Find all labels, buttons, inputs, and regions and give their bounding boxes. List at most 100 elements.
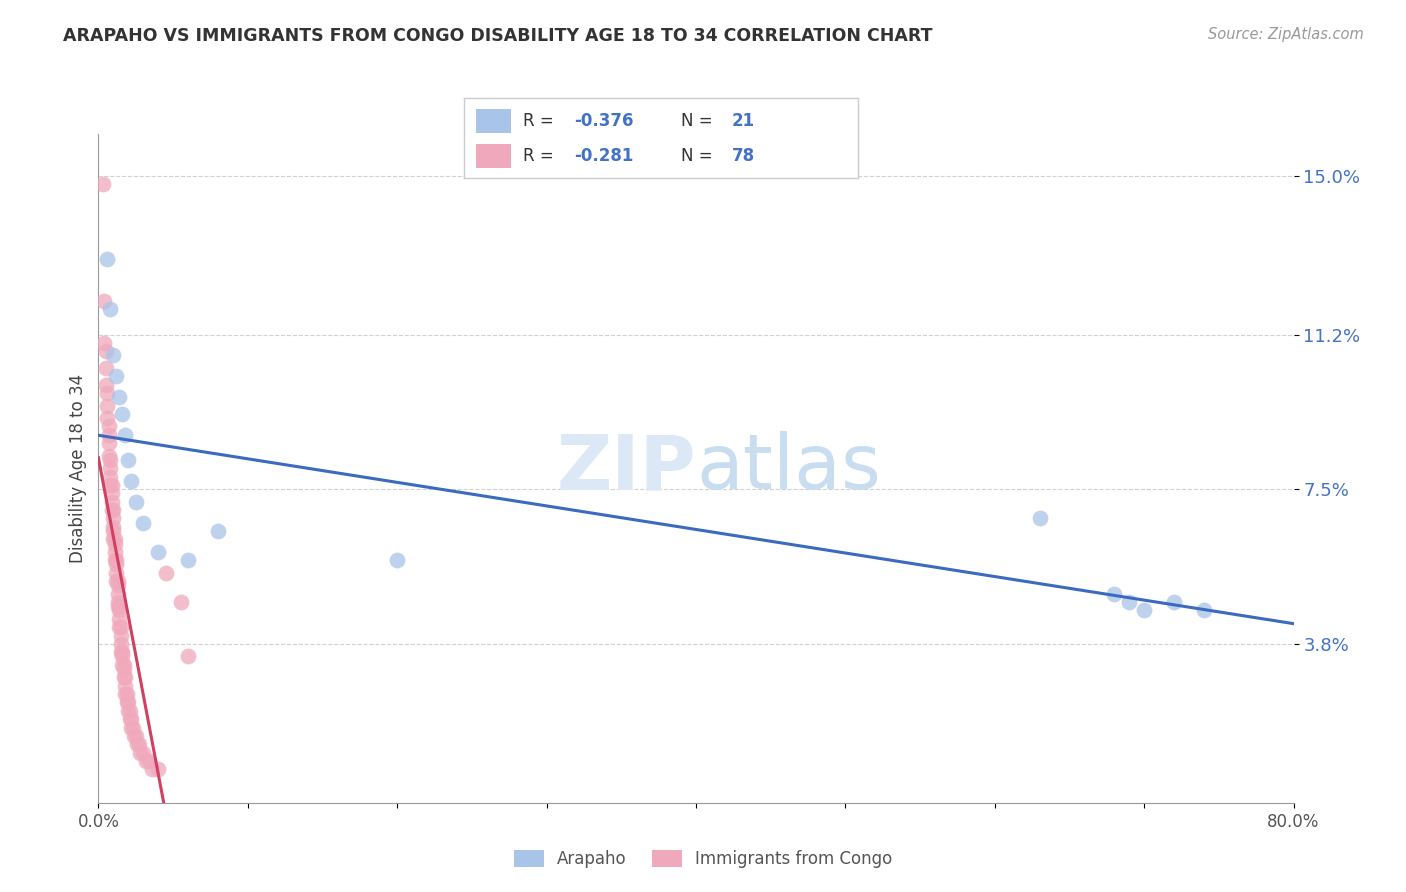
Point [105, 574, 128, 589]
Point [125, 729, 148, 743]
Point [177, 553, 200, 567]
Point [108, 612, 131, 626]
Point [115, 696, 138, 710]
Point [105, 369, 128, 384]
Point [97, 419, 120, 434]
Point [110, 620, 132, 634]
Point [127, 737, 149, 751]
Point [207, 524, 229, 538]
Point [103, 348, 125, 362]
Point [108, 390, 131, 404]
Point [108, 603, 131, 617]
Y-axis label: Disability Age 18 to 34: Disability Age 18 to 34 [69, 374, 87, 563]
Point [110, 637, 132, 651]
Point [1192, 603, 1215, 617]
Point [96, 386, 118, 401]
Point [111, 649, 134, 664]
Point [114, 670, 136, 684]
Point [97, 428, 120, 442]
Point [91, 177, 114, 191]
Point [117, 704, 139, 718]
Point [107, 595, 129, 609]
Point [96, 411, 118, 425]
Point [96, 399, 118, 413]
Point [104, 536, 127, 550]
Point [114, 679, 136, 693]
Point [93, 335, 115, 350]
Point [98, 461, 122, 475]
Point [94, 361, 117, 376]
Point [1163, 595, 1185, 609]
Point [169, 595, 191, 609]
Point [132, 516, 155, 530]
Point [112, 670, 135, 684]
Point [1104, 587, 1126, 601]
Point [117, 453, 139, 467]
Point [97, 436, 120, 450]
Point [107, 599, 129, 614]
Point [111, 657, 134, 672]
Point [385, 553, 409, 567]
Point [101, 478, 124, 492]
Point [101, 495, 124, 509]
Point [148, 545, 170, 559]
Point [101, 486, 124, 500]
Point [124, 729, 146, 743]
Point [103, 511, 125, 525]
Point [105, 553, 128, 567]
Point [155, 566, 177, 580]
Point [98, 453, 122, 467]
FancyBboxPatch shape [475, 144, 512, 168]
Point [129, 746, 152, 760]
Point [1028, 511, 1050, 525]
Point [110, 628, 132, 642]
Text: R =: R = [523, 112, 560, 129]
Text: -0.281: -0.281 [574, 147, 634, 165]
Text: N =: N = [681, 147, 717, 165]
Point [120, 721, 142, 735]
Text: ZIP: ZIP [557, 432, 696, 505]
Text: -0.376: -0.376 [574, 112, 634, 129]
Text: 78: 78 [731, 147, 755, 165]
Point [115, 687, 138, 701]
Point [114, 687, 136, 701]
Text: Source: ZipAtlas.com: Source: ZipAtlas.com [1208, 27, 1364, 42]
Point [141, 762, 163, 776]
FancyBboxPatch shape [475, 109, 512, 133]
Point [104, 533, 127, 547]
Point [103, 533, 125, 547]
Point [107, 574, 129, 589]
Text: N =: N = [681, 112, 717, 129]
Text: 21: 21 [731, 112, 755, 129]
Legend: Arapaho, Immigrants from Congo: Arapaho, Immigrants from Congo [508, 843, 898, 875]
Point [118, 704, 141, 718]
Point [112, 657, 135, 672]
Point [1118, 595, 1140, 609]
Point [98, 469, 122, 483]
Point [93, 294, 115, 309]
Point [108, 620, 131, 634]
Point [121, 721, 143, 735]
Point [128, 737, 150, 751]
Point [103, 520, 125, 534]
Point [120, 474, 142, 488]
Point [108, 599, 131, 614]
Point [111, 645, 134, 659]
Point [94, 344, 117, 359]
Point [135, 754, 157, 768]
Point [104, 545, 127, 559]
Point [103, 503, 125, 517]
Point [103, 524, 125, 538]
Point [105, 558, 128, 572]
Point [107, 587, 129, 601]
Point [132, 746, 155, 760]
Point [125, 495, 148, 509]
Text: atlas: atlas [696, 432, 880, 505]
Point [96, 252, 118, 267]
Point [114, 428, 136, 442]
Point [111, 407, 134, 421]
Point [101, 503, 124, 517]
Point [107, 578, 129, 592]
Point [105, 566, 128, 580]
Point [104, 553, 127, 567]
